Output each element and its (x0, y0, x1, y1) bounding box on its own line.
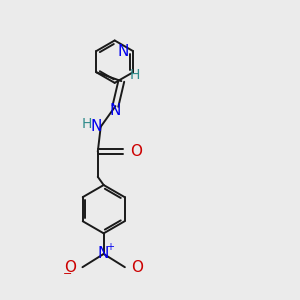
Text: N: N (98, 246, 110, 261)
Text: O: O (64, 260, 76, 275)
Text: O: O (130, 144, 142, 159)
Text: +: + (106, 242, 114, 253)
Text: H: H (82, 117, 92, 131)
Text: N: N (117, 44, 129, 59)
Text: −: − (62, 269, 72, 279)
Text: O: O (131, 260, 143, 275)
Text: N: N (91, 119, 102, 134)
Text: N: N (110, 103, 121, 118)
Text: H: H (130, 68, 140, 82)
